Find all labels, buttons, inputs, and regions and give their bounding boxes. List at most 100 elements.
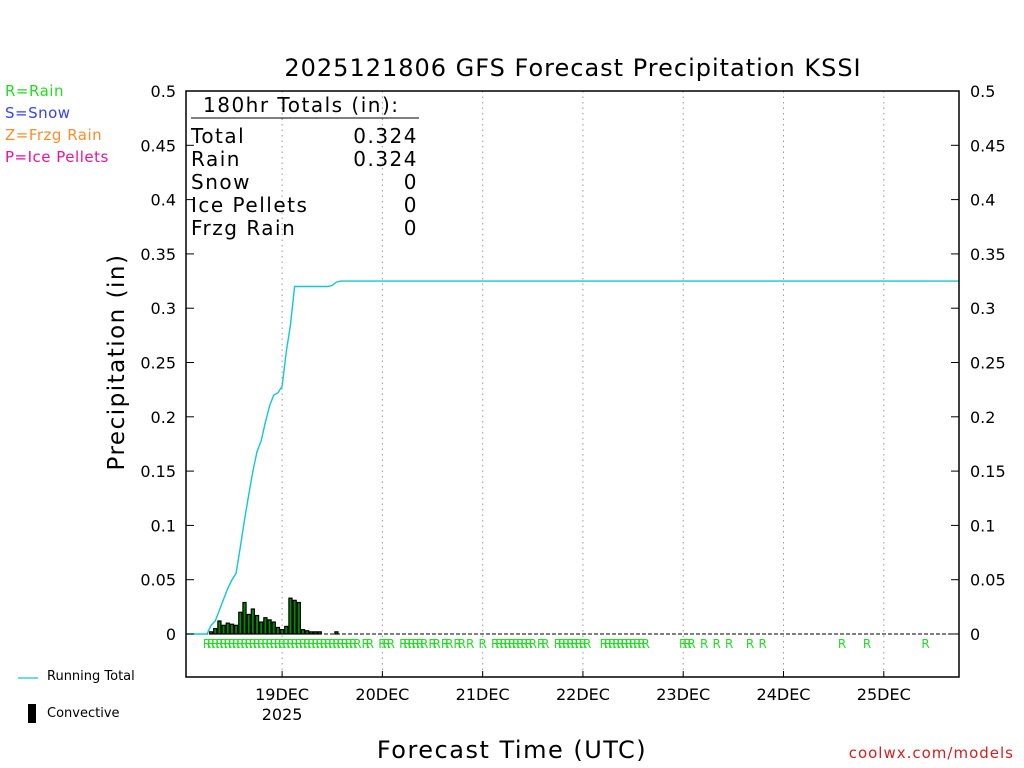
precip-type-marker: R [637, 637, 645, 651]
precip-type-marker: R [324, 637, 332, 651]
precip-type-marker: R [236, 637, 244, 651]
y-tick-label-right: 0.45 [970, 136, 1006, 155]
precip-type-marker: R [491, 637, 499, 651]
precip-type-marker: R [520, 637, 528, 651]
precip-type-marker: R [579, 637, 587, 651]
precip-type-marker: R [290, 637, 298, 651]
precip-type-marker: R [336, 637, 344, 651]
precip-type-marker: R [683, 637, 691, 651]
precip-type-marker: R [249, 637, 257, 651]
precip-type-marker: R [629, 637, 637, 651]
precip-type-marker: R [604, 637, 612, 651]
x-tick-label: 22DEC [556, 685, 610, 704]
precip-type-marker: R [328, 637, 336, 651]
precip-type-marker: R [403, 637, 411, 651]
precip-bar [305, 630, 310, 635]
precip-type-marker: R [554, 637, 562, 651]
precip-type-marker: R [712, 637, 720, 651]
precip-bar [250, 608, 256, 635]
precip-type-marker: R [466, 637, 474, 651]
precip-type-marker: R [570, 637, 578, 651]
legend-rain: R=Rain [5, 82, 64, 100]
precip-type-marker: R [512, 637, 520, 651]
precip-type-marker: R [307, 637, 315, 651]
y-tick-label-right: 0.15 [970, 462, 1006, 481]
x-tick-label: 21DEC [456, 685, 510, 704]
precip-type-marker: R [274, 637, 282, 651]
x-tick-label: 25DEC [857, 685, 911, 704]
precip-type-marker: R [299, 637, 307, 651]
y-tick-label-left: 0.4 [151, 191, 176, 210]
precip-type-marker: R [387, 637, 395, 651]
precip-bar [213, 627, 218, 635]
precip-type-marker: R [382, 637, 390, 651]
precip-type-marker: R [265, 637, 273, 651]
y-tick-label-left: 0.2 [151, 408, 176, 427]
precip-type-marker: R [621, 637, 629, 651]
precip-type-marker: R [478, 637, 486, 651]
y-tick-label-right: 0.05 [970, 571, 1006, 590]
precip-type-marker: R [378, 637, 386, 651]
x-tick-label: 19DEC [255, 685, 309, 704]
precip-type-marker: R [240, 637, 248, 651]
y-tick-label-right: 0.3 [970, 299, 995, 318]
precip-type-marker: R [441, 637, 449, 651]
y-tick-label-left: 0.05 [140, 571, 176, 590]
totals-box: 180hr Totals (in): Total 0.324 Rain 0.324 Sno… [190, 93, 419, 240]
precip-type-marker: R [366, 637, 374, 651]
precip-type-marker: R [575, 637, 583, 651]
precip-type-marker: R [349, 637, 357, 651]
precip-bar [317, 631, 322, 635]
precip-bar [254, 614, 260, 635]
precip-type-marker: R [303, 637, 311, 651]
y-tick-label-left: 0.45 [140, 136, 176, 155]
x-tick-label: 24DEC [757, 685, 811, 704]
totals-row-label: Total [190, 124, 245, 148]
precip-type-marker: R [679, 637, 687, 651]
precip-bar [221, 624, 226, 635]
precip-type-marker: R [361, 637, 369, 651]
precip-type-marker: R [215, 637, 223, 651]
y-tick-label-right: 0.4 [970, 191, 995, 210]
y-tick-label-right: 0.25 [970, 354, 1006, 373]
precip-type-marker: R [286, 637, 294, 651]
precip-type-marker: R [524, 637, 532, 651]
precip-type-marker: R [433, 637, 441, 651]
precip-type-marker: R [838, 637, 846, 651]
precip-type-marker: R [516, 637, 524, 651]
precip-type-marker: R [295, 637, 303, 651]
precip-type-marker: R [345, 637, 353, 651]
precip-type-marker: R [224, 637, 232, 651]
precip-type-marker: R [641, 637, 649, 651]
precip-type-marker: R [320, 637, 328, 651]
precip-type-marker: R [562, 637, 570, 651]
running-total-legend-label: Running Total [47, 669, 135, 684]
precip-type-marker: R [207, 637, 215, 651]
precip-type-marker: R [529, 637, 537, 651]
running-total-line [186, 280, 959, 635]
precip-type-marker: R [341, 637, 349, 651]
y-tick-label-left: 0.1 [151, 516, 176, 535]
precip-type-legend: R=Rain S=Snow Z=Frzg Rain P=Ice Pellets [5, 80, 109, 168]
precip-type-marker: R [508, 637, 516, 651]
precip-bar [309, 631, 314, 635]
x-year-label: 2025 [262, 705, 303, 724]
precip-bar [217, 620, 222, 635]
convective-legend-swatch [28, 704, 36, 723]
legend-freezing-rain: Z=Frzg Rain [5, 126, 103, 144]
precip-type-marker: R [399, 637, 407, 651]
legend-ice-pellets: P=Ice Pellets [5, 148, 109, 166]
precip-type-marker: R [203, 637, 211, 651]
precip-type-marker: R [504, 637, 512, 651]
y-tick-label-left: 0.15 [140, 462, 176, 481]
precip-type-marker: R [311, 637, 319, 651]
y-axis-label: Precipitation (in) [104, 254, 130, 471]
y-tick-label-left: 0 [166, 625, 176, 644]
plot-border [185, 90, 960, 678]
precip-type-marker: R [228, 637, 236, 651]
precip-type-marker: R [495, 637, 503, 651]
totals-row-value: 0.324 [353, 147, 418, 171]
precip-type-marker: R [332, 637, 340, 651]
precip-type-marker: R [245, 637, 253, 651]
